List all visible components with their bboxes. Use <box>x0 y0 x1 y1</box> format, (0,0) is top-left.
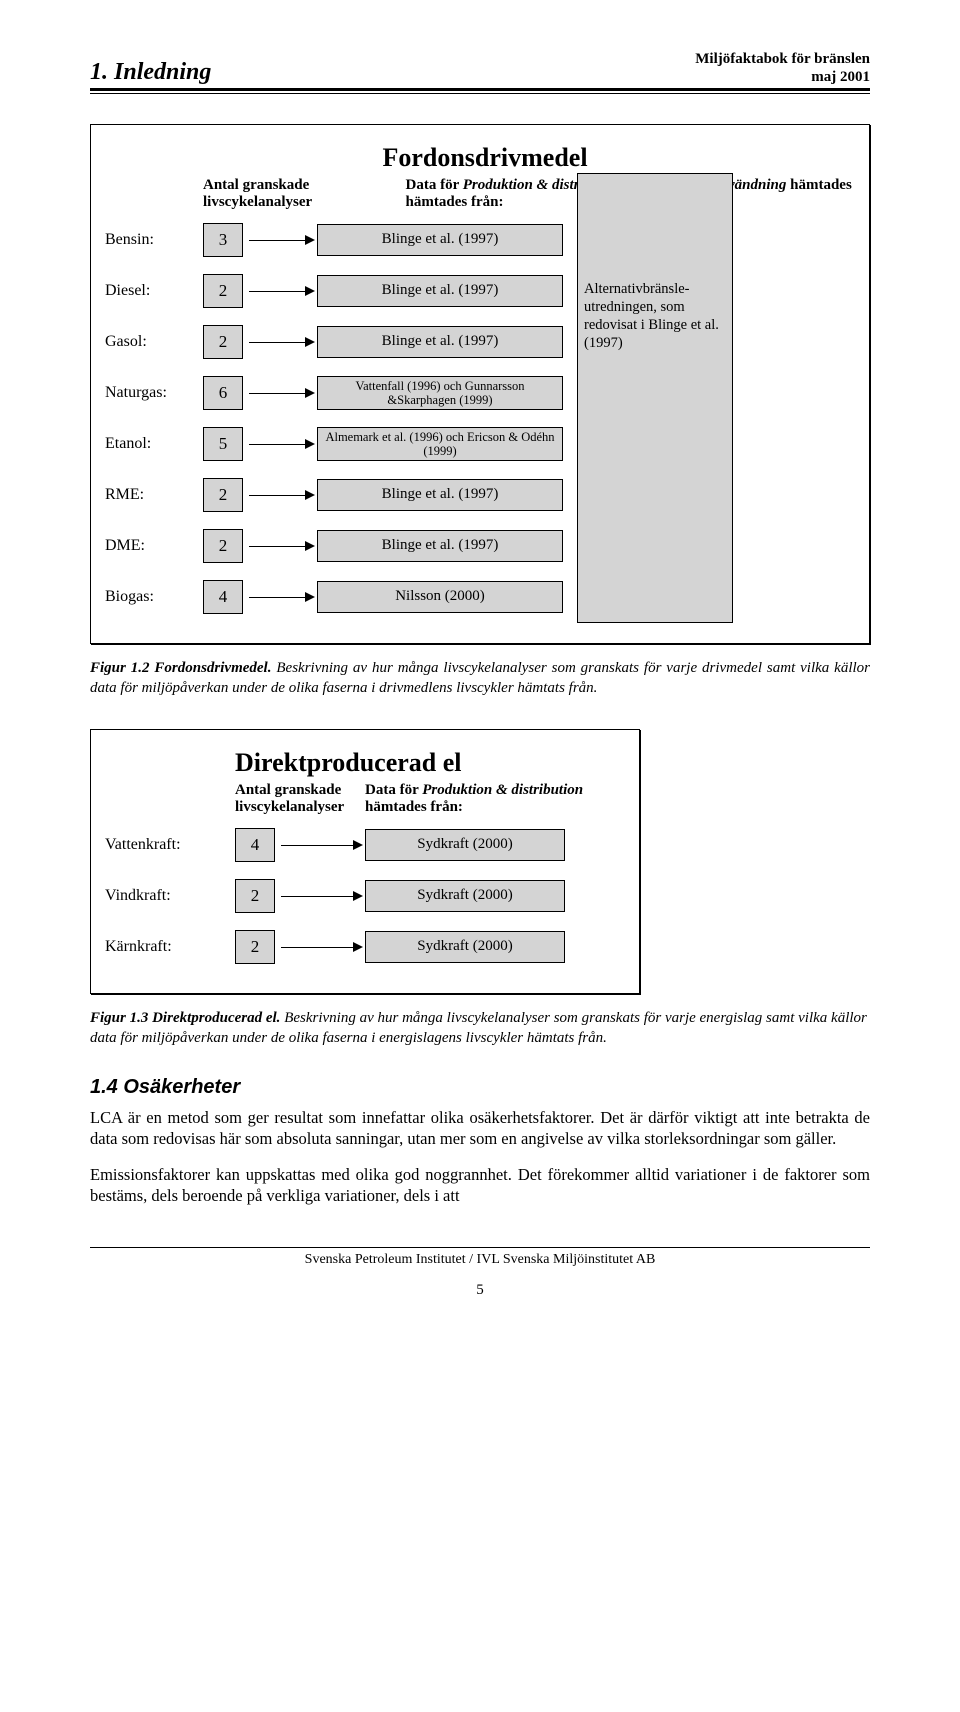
count-box: 3 <box>203 223 243 257</box>
source-box: Almemark et al. (1996) och Ericson & Odé… <box>317 427 563 462</box>
count-box: 2 <box>235 930 275 964</box>
count-box: 2 <box>203 478 243 512</box>
page-footer: Svenska Petroleum Institutet / IVL Svens… <box>90 1247 870 1299</box>
arrow-icon <box>243 530 317 562</box>
doc-date: maj 2001 <box>695 68 870 86</box>
source-box: Nilsson (2000) <box>317 581 563 613</box>
fuel-row: Gasol:2 Blinge et al. (1997) <box>105 323 563 361</box>
page-number: 5 <box>90 1282 870 1299</box>
col-header-count2: Antal granskade livscykelanalyser <box>235 782 365 816</box>
subsection-heading: 1.4 Osäkerheter <box>90 1076 870 1099</box>
fuel-label: DME: <box>105 537 203 555</box>
doc-title: Miljöfaktabok för bränslen <box>695 50 870 68</box>
arrow-icon <box>243 581 317 613</box>
diagram1-rows: Bensin:3Blinge et al. (1997)Diesel:2Blin… <box>105 221 563 629</box>
usage-source-box: Alternativbränsle-utredningen, som redov… <box>577 173 733 623</box>
diagram1-body: Bensin:3Blinge et al. (1997)Diesel:2Blin… <box>105 221 855 629</box>
diagram1-title: Fordonsdrivmedel <box>325 143 645 173</box>
footer-text: Svenska Petroleum Institutet / IVL Svens… <box>90 1252 870 1268</box>
count-box: 4 <box>203 580 243 614</box>
body-paragraph-1: LCA är en metod som ger resultat som inn… <box>90 1107 870 1150</box>
arrow-icon <box>275 880 365 912</box>
body-paragraph-2: Emissionsfaktorer kan uppskattas med oli… <box>90 1164 870 1207</box>
arrow-icon <box>243 326 317 358</box>
count-box: 6 <box>203 376 243 410</box>
arrow-icon <box>243 377 317 409</box>
source-box: Blinge et al. (1997) <box>317 275 563 307</box>
fuel-row: Biogas:4 Nilsson (2000) <box>105 578 563 616</box>
energy-label: Kärnkraft: <box>105 938 235 956</box>
diagram1-col-headers: Antal granskade livscykelanalyser Data f… <box>105 177 855 211</box>
fuel-row: Diesel:2 Blinge et al. (1997) <box>105 272 563 310</box>
count-box: 2 <box>203 274 243 308</box>
usage-source-text: Alternativbränsle-utredningen, som redov… <box>584 280 726 353</box>
fuel-row: Etanol:5 Almemark et al. (1996) och Erics… <box>105 425 563 463</box>
count-box: 2 <box>203 529 243 563</box>
doc-meta: Miljöfaktabok för bränslen maj 2001 <box>695 50 870 86</box>
energy-label: Vindkraft: <box>105 887 235 905</box>
diagram2-rows: Vattenkraft:4Sydkraft (2000)Vindkraft:2S… <box>105 826 625 966</box>
fuel-label: Etanol: <box>105 435 203 453</box>
arrow-icon <box>275 829 365 861</box>
source-box: Blinge et al. (1997) <box>317 530 563 562</box>
caption-label: Figur 1.2 Fordonsdrivmedel. <box>90 660 271 676</box>
source-box: Blinge et al. (1997) <box>317 479 563 511</box>
diagram-fordonsdrivmedel: Fordonsdrivmedel Antal granskade livscyk… <box>90 124 870 644</box>
fuel-row: DME:2 Blinge et al. (1997) <box>105 527 563 565</box>
source-box: Vattenfall (1996) och Gunnarsson &Skarph… <box>317 376 563 411</box>
source-box: Sydkraft (2000) <box>365 829 565 861</box>
energy-row: Kärnkraft:2 Sydkraft (2000) <box>105 928 625 966</box>
fuel-label: Naturgas: <box>105 384 203 402</box>
energy-row: Vindkraft:2 Sydkraft (2000) <box>105 877 625 915</box>
source-box: Sydkraft (2000) <box>365 880 565 912</box>
diagram2-title: Direktproducerad el <box>235 748 625 778</box>
page: 1. Inledning Miljöfaktabok för bränslen … <box>0 0 960 1339</box>
count-box: 5 <box>203 427 243 461</box>
count-box: 2 <box>235 879 275 913</box>
header-rule <box>90 93 870 94</box>
caption-figure-1-3: Figur 1.3 Direktproducerad el. Beskrivni… <box>90 1008 870 1049</box>
col-header-production2: Data för Produktion & distribution hämta… <box>365 782 625 816</box>
fuel-label: Diesel: <box>105 282 203 300</box>
count-box: 4 <box>235 828 275 862</box>
page-header: 1. Inledning Miljöfaktabok för bränslen … <box>90 50 870 91</box>
fuel-label: RME: <box>105 486 203 504</box>
source-box: Blinge et al. (1997) <box>317 224 563 256</box>
source-box: Blinge et al. (1997) <box>317 326 563 358</box>
fuel-label: Bensin: <box>105 231 203 249</box>
arrow-icon <box>243 224 317 256</box>
diagram-direktproducerad-el: Direktproducerad el Antal granskade livs… <box>90 729 640 994</box>
fuel-row: Bensin:3 Blinge et al. (1997) <box>105 221 563 259</box>
arrow-icon <box>243 428 317 460</box>
energy-label: Vattenkraft: <box>105 836 235 854</box>
energy-row: Vattenkraft:4 Sydkraft (2000) <box>105 826 625 864</box>
arrow-icon <box>243 275 317 307</box>
fuel-row: RME:2 Blinge et al. (1997) <box>105 476 563 514</box>
source-box: Sydkraft (2000) <box>365 931 565 963</box>
arrow-icon <box>243 479 317 511</box>
col-header-count: Antal granskade livscykelanalyser <box>105 177 406 211</box>
count-box: 2 <box>203 325 243 359</box>
fuel-label: Gasol: <box>105 333 203 351</box>
fuel-label: Biogas: <box>105 588 203 606</box>
caption-figure-1-2: Figur 1.2 Fordonsdrivmedel. Beskrivning … <box>90 658 870 699</box>
fuel-row: Naturgas:6 Vattenfall (1996) och Gunnarss… <box>105 374 563 412</box>
section-heading: 1. Inledning <box>90 59 211 86</box>
caption2-label: Figur 1.3 Direktproducerad el. <box>90 1010 280 1026</box>
footer-rule <box>90 1247 870 1248</box>
diagram1-right-col: Alternativbränsle-utredningen, som redov… <box>563 221 733 629</box>
arrow-icon <box>275 931 365 963</box>
diagram2-col-headers: Antal granskade livscykelanalyser Data f… <box>105 782 625 816</box>
